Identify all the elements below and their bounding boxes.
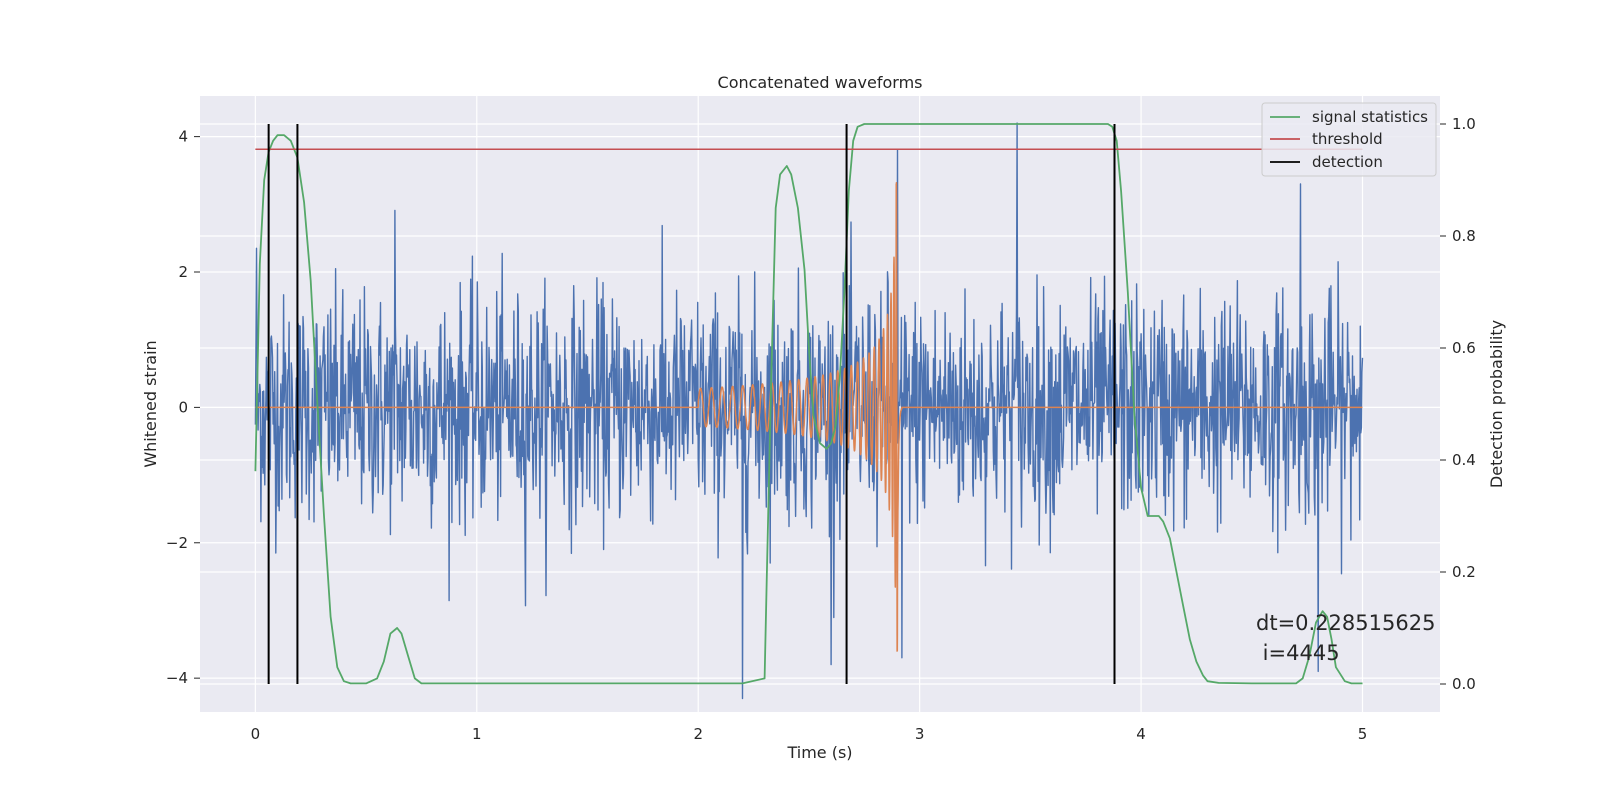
y-right-tick-label: 0.0 [1452, 675, 1476, 693]
y-axis-right-label: Detection probability [1487, 320, 1506, 488]
x-tick-label: 3 [915, 725, 925, 743]
legend-detection-label: detection [1312, 153, 1383, 171]
annotation-index: i=4445 [1256, 641, 1340, 665]
y-right-tick-label: 0.8 [1452, 227, 1476, 245]
y-right-tick-label: 1.0 [1452, 115, 1476, 133]
signal-statistics-line [254, 123, 1363, 685]
y-tick-label: −2 [166, 534, 188, 552]
y-tick-label: 2 [178, 263, 188, 281]
y-axis-label: Whitened strain [141, 340, 160, 467]
y-right-ticks: 0.0 0.2 0.4 0.6 0.8 1.0 [1440, 115, 1476, 693]
legend-signal-statistics-label: signal statistics [1312, 108, 1428, 126]
plot-area [254, 122, 1364, 700]
y-right-tick-label: 0.4 [1452, 451, 1476, 469]
template-series-line [254, 181, 1364, 652]
x-tick-label: 5 [1358, 725, 1368, 743]
y-tick-label: 4 [178, 128, 188, 146]
x-tick-label: 0 [251, 725, 261, 743]
legend: signal statistics threshold detection [1261, 102, 1437, 177]
x-tick-label: 2 [693, 725, 703, 743]
legend-threshold-label: threshold [1312, 130, 1383, 148]
x-tick-label: 4 [1136, 725, 1146, 743]
y-tick-label: 0 [178, 398, 188, 416]
y-right-tick-label: 0.6 [1452, 339, 1476, 357]
x-ticks: 0 1 2 3 4 5 [251, 725, 1368, 743]
annotation-dt: dt=0.228515625 [1256, 611, 1435, 635]
detection-lines [267, 124, 1116, 684]
legend-frame [1261, 102, 1437, 177]
x-axis-label: Time (s) [786, 743, 852, 762]
y-tick-label: −4 [166, 669, 188, 687]
y-ticks: −4 −2 0 2 4 [166, 128, 200, 687]
y-right-tick-label: 0.2 [1452, 563, 1476, 581]
x-tick-label: 1 [472, 725, 482, 743]
chart-title: Concatenated waveforms [718, 73, 923, 92]
